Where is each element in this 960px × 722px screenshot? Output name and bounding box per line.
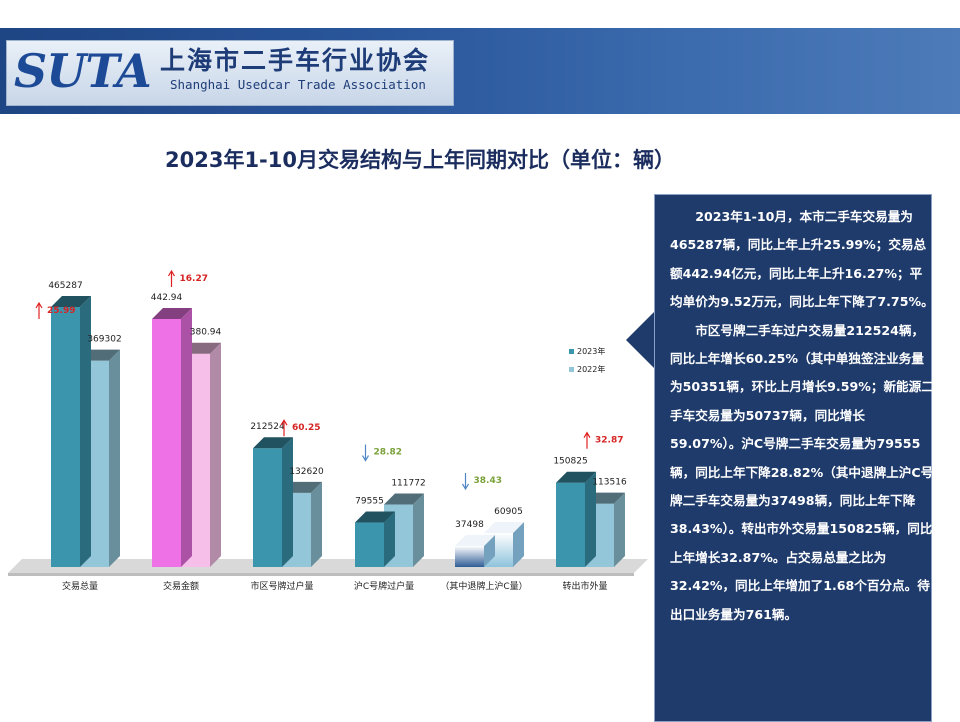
legend-label: 2022年 — [577, 364, 605, 374]
tick-label: 沪C号牌过户量 — [354, 580, 414, 592]
tick-label: 交易金额 — [163, 580, 199, 592]
data-label-2022: 369302 — [87, 335, 121, 345]
bar-2022-2-side — [311, 481, 322, 567]
org-name-en: Shanghai Usedcar Trade Association — [170, 77, 426, 92]
change-label: 32.87 — [595, 436, 623, 446]
legend-swatch — [569, 349, 574, 354]
tick-label: 交易总量 — [62, 580, 98, 592]
data-label-2023: 150825 — [553, 457, 587, 467]
down-arrow-head — [461, 483, 470, 491]
change-label: 25.99 — [47, 306, 75, 316]
summary-paragraph-2: 市区号牌二手车过户交易量212524辆，同比上年增长60.25%（其中单独签注业… — [670, 322, 934, 622]
bar-2023-4-front — [455, 546, 484, 567]
tick-label: 转出市外量 — [562, 580, 607, 592]
legend-swatch — [569, 367, 574, 372]
bar-2023-5-side — [585, 471, 596, 567]
bar-2023-2-front — [253, 448, 282, 567]
tick-label: （其中退牌上沪C量） — [440, 580, 527, 592]
data-label-2022: 380.94 — [190, 328, 222, 338]
bar-2023-4-top — [455, 535, 495, 547]
data-label-2022: 132620 — [289, 467, 324, 477]
callout-pointer — [626, 310, 656, 370]
bar-2023-0-top — [51, 296, 91, 307]
data-label-2023: 442.94 — [151, 293, 183, 303]
legend-label: 2023年 — [577, 346, 605, 356]
logo-panel — [6, 40, 454, 106]
data-label-2023: 465287 — [48, 281, 82, 291]
change-label: 38.43 — [474, 476, 502, 486]
bar-2023-3-top — [355, 511, 395, 523]
bar-2023-1-top — [152, 308, 192, 319]
bar-2023-3-side — [384, 511, 395, 567]
bar-2023-2-top — [253, 437, 293, 449]
change-label: 60.25 — [292, 423, 320, 433]
bar-2022-1-side — [210, 342, 221, 567]
suta-logo: SUTA — [14, 44, 152, 98]
summary-paragraph-1: 2023年1-10月，本市二手车交易量为465287辆，同比上年上升25.99%… — [670, 209, 934, 310]
summary-panel — [654, 194, 932, 722]
change-label: 28.82 — [374, 448, 402, 458]
chart-floor-edge — [8, 573, 634, 576]
bar-2023-1-side — [181, 308, 192, 567]
up-arrow-head — [583, 431, 591, 439]
data-label-2022: 113516 — [592, 478, 627, 488]
bar-2023-5-top — [556, 471, 596, 483]
summary-text: 2023年1-10月，本市二手车交易量为465287辆，同比上年上升25.99%… — [670, 203, 934, 629]
data-label-2023: 79555 — [355, 497, 384, 507]
org-name-cn: 上海市二手车行业协会 — [160, 46, 431, 75]
data-label-2023: 37498 — [455, 520, 484, 530]
bar-2022-3-side — [413, 493, 424, 567]
data-label-2022: 111772 — [391, 479, 425, 489]
bar-2023-5-front — [556, 482, 585, 567]
data-label-2023: 212524 — [250, 422, 285, 432]
bar-2022-3-top — [384, 493, 424, 505]
up-arrow-head — [280, 419, 288, 426]
bar-2022-0-side — [109, 349, 120, 567]
tick-label: 市区号牌过户量 — [250, 580, 313, 592]
change-label: 16.27 — [180, 274, 208, 284]
bar-2023-3-front — [355, 522, 384, 567]
up-arrow-head — [167, 269, 176, 277]
bar-2022-4-top — [484, 521, 524, 533]
data-label-2022: 60905 — [494, 507, 523, 517]
bar-2022-5-side — [614, 492, 625, 567]
page-title: 2023年1-10月交易结构与上年同期对比（单位：辆） — [165, 148, 675, 172]
down-arrow-head — [361, 455, 370, 462]
bar-2023-4-side — [484, 535, 495, 567]
bar-2022-4-side — [513, 521, 524, 567]
bar-2023-0-front — [51, 307, 80, 567]
up-arrow-head — [35, 301, 43, 309]
bar-2023-0-side — [80, 296, 91, 567]
bar-2023-2-side — [282, 437, 293, 567]
bar-2023-1-front — [152, 319, 181, 567]
